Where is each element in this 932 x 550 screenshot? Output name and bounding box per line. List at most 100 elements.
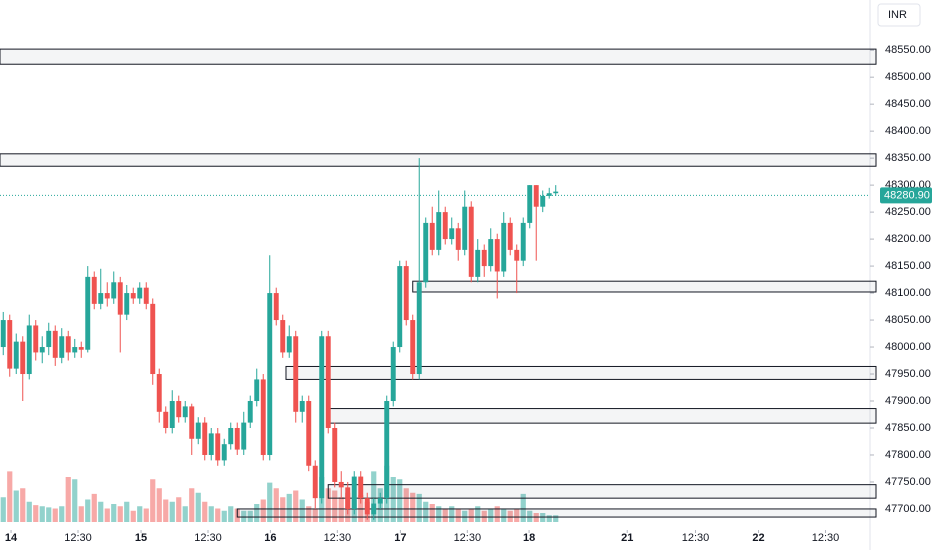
volume-bar [416, 493, 422, 522]
volume-bar [91, 493, 97, 522]
volume-bar [462, 510, 468, 522]
last-price-label: 48280.90 [884, 189, 930, 201]
volume-bar [507, 510, 513, 522]
last-price-box [880, 187, 932, 204]
volume-bar [208, 506, 214, 522]
candle-body [273, 293, 279, 321]
volume-bar [475, 506, 481, 522]
candle-body [429, 222, 435, 250]
x-tick-label: 21 [621, 532, 633, 544]
currency-box[interactable] [877, 3, 921, 27]
y-tick-label: 47950.00 [885, 368, 931, 380]
candle-body [215, 433, 221, 461]
volume-bar [325, 488, 331, 522]
candle-body [293, 336, 299, 412]
candle-body [254, 379, 260, 402]
y-tick-label: 48100.00 [885, 287, 931, 299]
candle-body [20, 341, 26, 375]
y-tick-label: 48350.00 [885, 152, 931, 164]
candle-body [403, 266, 409, 321]
volume-bar [488, 508, 494, 522]
candle-body [39, 347, 45, 353]
candle-body [163, 411, 169, 428]
volume-bar [449, 506, 455, 522]
volume-bar [338, 497, 344, 522]
volume-bar [169, 501, 175, 522]
volume-bar [13, 490, 19, 522]
candle-body [52, 330, 58, 358]
currency: INR [888, 9, 907, 21]
candle-body [33, 325, 39, 353]
volume-bar [143, 508, 149, 522]
candle-body [195, 422, 201, 439]
candle-body [501, 222, 507, 272]
x-tick-label: 22 [752, 532, 764, 544]
candle-body [371, 503, 377, 515]
volume-bar [39, 506, 45, 522]
x-tick-label: 12:30 [812, 532, 840, 544]
volume-bar [241, 510, 247, 522]
candle-body [358, 476, 364, 499]
candle-body [78, 347, 84, 350]
candle-body [228, 427, 234, 445]
volume-bar [546, 515, 552, 522]
y-tick-label: 48550.00 [885, 44, 931, 56]
y-tick-label: 47800.00 [885, 449, 931, 461]
volume-bar [267, 482, 273, 522]
volume-bar [52, 508, 58, 522]
volume-bar [390, 477, 396, 522]
volume-bar [514, 508, 520, 522]
volume-bar [442, 508, 448, 522]
candle-body [26, 325, 32, 375]
x-tick-label: 12:30 [194, 532, 222, 544]
y-tick-label: 48250.00 [885, 206, 931, 218]
candle-body [137, 287, 143, 299]
candle-body [488, 239, 494, 267]
candle-body [111, 282, 117, 299]
volume-bar [46, 507, 52, 522]
volume-bar [312, 508, 318, 522]
candle-body [117, 282, 123, 315]
y-tick-label: 47900.00 [885, 395, 931, 407]
candle-body [449, 228, 455, 240]
x-tick-label: 14 [5, 532, 18, 544]
volume-bar [0, 497, 6, 522]
zone [412, 280, 877, 293]
volume-bar [286, 493, 292, 522]
volume-bar [501, 508, 507, 522]
candle-body [299, 401, 305, 412]
volume-bar [85, 499, 91, 522]
candle-body [241, 422, 247, 450]
volume-bar [33, 505, 39, 522]
candle-body [319, 336, 325, 499]
candle-body [156, 374, 162, 412]
volume-bar [293, 490, 299, 522]
y-tick-label: 47750.00 [885, 476, 931, 488]
candle-body [364, 498, 370, 515]
volume-bar [215, 508, 221, 522]
candle-body [468, 206, 474, 277]
volume-bar [124, 501, 130, 522]
candle-body [540, 195, 546, 207]
x-tick-label: 16 [264, 532, 276, 544]
volume-bar [176, 497, 182, 522]
candle-body [182, 406, 188, 418]
candle-body [202, 422, 208, 455]
candle-body [0, 320, 6, 348]
volume-bar [150, 479, 156, 522]
volume-bar [72, 479, 78, 522]
volume-bar [429, 504, 435, 522]
volume-bar [20, 488, 26, 522]
volume-bar [371, 471, 377, 522]
candle-body [410, 320, 416, 375]
x-tick-label: 18 [523, 532, 535, 544]
candle-body [494, 239, 500, 272]
volume-bar [455, 508, 461, 522]
candle-body [533, 185, 539, 207]
y-tick-label: 48050.00 [885, 314, 931, 326]
volume-bar [78, 506, 84, 522]
y-tick-label: 48200.00 [885, 233, 931, 245]
x-tick-label: 12:30 [454, 532, 482, 544]
volume-bar [468, 508, 474, 522]
